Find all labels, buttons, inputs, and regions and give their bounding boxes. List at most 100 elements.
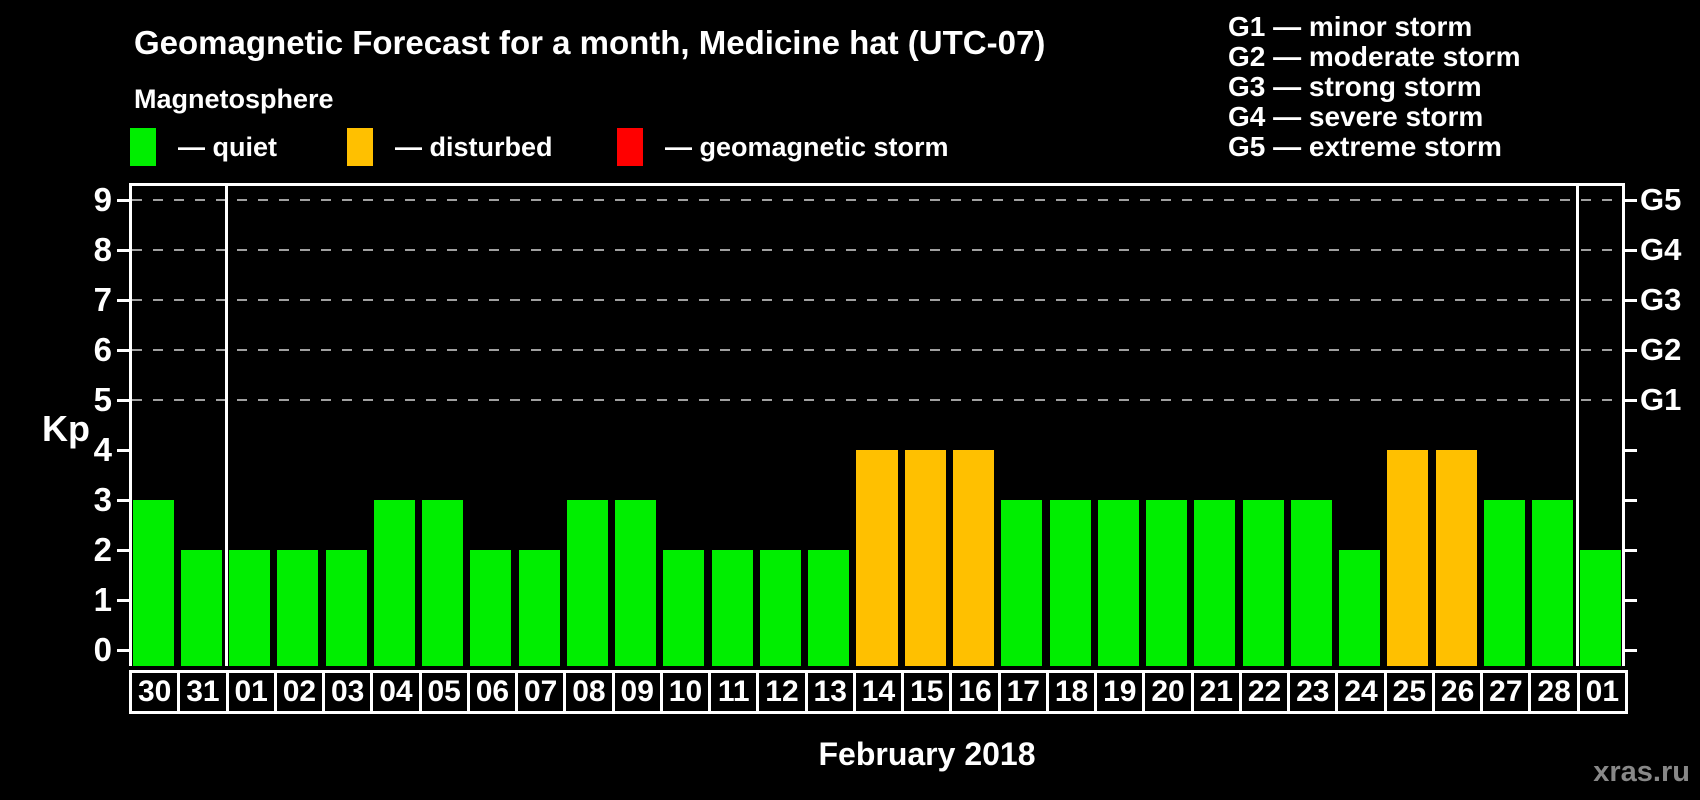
bar (132, 500, 174, 666)
y-axis-tick (117, 549, 129, 552)
bar (229, 550, 271, 666)
bar (1194, 500, 1236, 666)
y-tick-label: 0 (93, 631, 112, 668)
y-axis-tick (117, 249, 129, 252)
y-axis-tick (117, 649, 129, 652)
day-label-cell: 15 (901, 670, 950, 714)
gridline-kp9 (132, 199, 1622, 201)
day-label-cell: 20 (1142, 670, 1191, 714)
bar (1049, 500, 1091, 666)
chart-title: Geomagnetic Forecast for a month, Medici… (134, 24, 1046, 61)
bar (470, 550, 512, 666)
y-axis-tick (117, 349, 129, 352)
g-axis-label: G1 (1640, 382, 1682, 417)
day-label-cell: 04 (370, 670, 419, 714)
day-label-cell: 14 (852, 670, 902, 714)
right-axis-tick (1625, 399, 1637, 402)
y-tick-label: 2 (93, 531, 112, 568)
legend-item-storm: — geomagnetic storm (617, 127, 949, 167)
day-label-cell: 18 (1045, 670, 1095, 714)
g-axis-label: G4 (1640, 232, 1682, 267)
bar (277, 550, 319, 666)
day-label-cell: 05 (418, 670, 467, 714)
right-axis-tick (1625, 449, 1637, 452)
day-label-cell: 11 (708, 670, 757, 714)
legend-label-quiet: — quiet (178, 131, 277, 162)
x-axis-title: February 2018 (818, 736, 1036, 772)
bar (325, 550, 367, 666)
y-axis-title: Kp (42, 408, 90, 449)
quiet-swatch-icon (130, 128, 156, 166)
bar (1435, 450, 1477, 666)
bar (663, 550, 705, 666)
bar (1387, 450, 1429, 666)
plot-area (129, 183, 1625, 666)
y-tick-label: 3 (93, 481, 112, 518)
g-axis-label: G3 (1640, 282, 1682, 317)
bar (1242, 500, 1284, 666)
legend-label-disturbed: — disturbed (395, 131, 553, 162)
bar (1483, 500, 1525, 666)
gridline-kp7 (132, 299, 1622, 301)
right-axis-tick (1625, 349, 1637, 352)
y-tick-label: 7 (93, 281, 112, 318)
bar (422, 500, 464, 666)
bar (1001, 500, 1043, 666)
day-label-cell: 02 (273, 670, 323, 714)
day-label-cell: 10 (659, 670, 709, 714)
storm-swatch-icon (617, 128, 643, 166)
day-label-cell: 08 (563, 670, 612, 714)
day-label-cell: 13 (804, 670, 853, 714)
right-axis-tick (1625, 549, 1637, 552)
disturbed-swatch-icon (347, 128, 373, 166)
y-tick-label: 6 (93, 331, 112, 368)
bar (759, 550, 801, 666)
right-axis-tick (1625, 599, 1637, 602)
day-label-cell: 17 (997, 670, 1046, 714)
y-tick-label: 1 (93, 581, 112, 618)
y-tick-label: 4 (93, 431, 112, 468)
bar (856, 450, 898, 666)
g-legend-line-g2: G2 — moderate storm (1228, 41, 1521, 72)
month-separator-line (224, 186, 228, 666)
bar (1290, 500, 1332, 666)
day-label-cell: 25 (1383, 670, 1432, 714)
bar (615, 500, 657, 666)
day-label-cell: 03 (322, 670, 371, 714)
gridline-kp8 (132, 249, 1622, 251)
y-axis-tick (117, 599, 129, 602)
day-label-cell: 01 (225, 670, 274, 714)
day-label-cell: 23 (1287, 670, 1336, 714)
day-label-cell: 30 (129, 670, 178, 714)
y-axis-tick (117, 199, 129, 202)
chart-subtitle: Magnetosphere (134, 84, 334, 114)
y-axis-tick (117, 299, 129, 302)
day-label-cell: 12 (756, 670, 805, 714)
day-label-cell: 06 (466, 670, 516, 714)
bar (904, 450, 946, 666)
y-tick-label: 5 (93, 381, 112, 418)
bar (1580, 550, 1622, 666)
day-label-cell: 22 (1238, 670, 1288, 714)
y-axis-tick (117, 449, 129, 452)
g-axis-label: G2 (1640, 332, 1682, 367)
day-label-cell: 26 (1431, 670, 1481, 714)
g-legend-line-g4: G4 — severe storm (1228, 101, 1484, 132)
right-axis-tick (1625, 199, 1637, 202)
watermark: xras.ru (1593, 756, 1690, 788)
day-label-cell: 19 (1094, 670, 1143, 714)
bar (1146, 500, 1188, 666)
g-legend-line-g3: G3 — strong storm (1228, 71, 1482, 102)
bar (373, 500, 415, 666)
g-legend-line-g5: G5 — extreme storm (1228, 131, 1502, 162)
day-label-cell: 01 (1576, 670, 1628, 714)
y-axis-tick (117, 499, 129, 502)
g-scale-legend: G1 — minor storm G2 — moderate storm G3 … (1228, 12, 1521, 162)
y-tick-label: 9 (93, 181, 112, 218)
bar (1097, 500, 1139, 666)
day-label-cell: 07 (515, 670, 564, 714)
day-label-cell: 27 (1480, 670, 1529, 714)
month-separator-line (1575, 186, 1579, 666)
gridline-kp5 (132, 399, 1622, 401)
day-label-cell: 09 (611, 670, 660, 714)
